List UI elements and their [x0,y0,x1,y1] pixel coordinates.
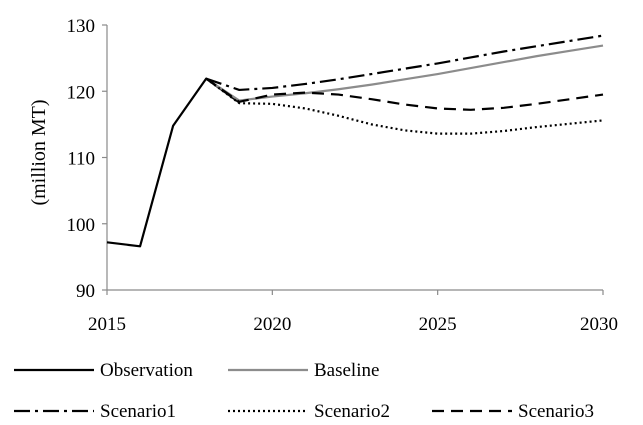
x-tick-label: 2020 [253,314,291,335]
y-tick-label: 130 [67,16,96,37]
y-tick-label: 110 [67,149,95,170]
chart-axes: 90 100 110 120 130 2015 2020 2025 2030 (million M… [28,16,618,335]
series-line-baseline [205,44,604,102]
series-line-scenario2 [205,77,604,135]
legend-label-scenario1: Scenario1 [100,401,176,422]
legend-label-scenario3: Scenario3 [518,401,594,422]
chart-legend: Observation Baseline Scenario1 Scenario2 Sce… [14,360,594,422]
x-tick-label: 2030 [580,314,618,335]
series-line-observation [106,77,240,248]
y-tick-label: 100 [67,215,96,236]
y-tick-label: 90 [76,281,95,302]
legend-label-baseline: Baseline [314,360,379,381]
y-axis-title: (million MT) [28,99,50,205]
legend-label-scenario2: Scenario2 [314,401,390,422]
y-tick-label: 120 [67,82,96,103]
chart-series [106,34,604,248]
x-tick-label: 2025 [419,314,457,335]
series-line-scenario1 [205,34,604,92]
x-tick-label: 2015 [88,314,126,335]
series-line-scenario3 [205,77,604,111]
legend-label-observation: Observation [100,360,193,381]
